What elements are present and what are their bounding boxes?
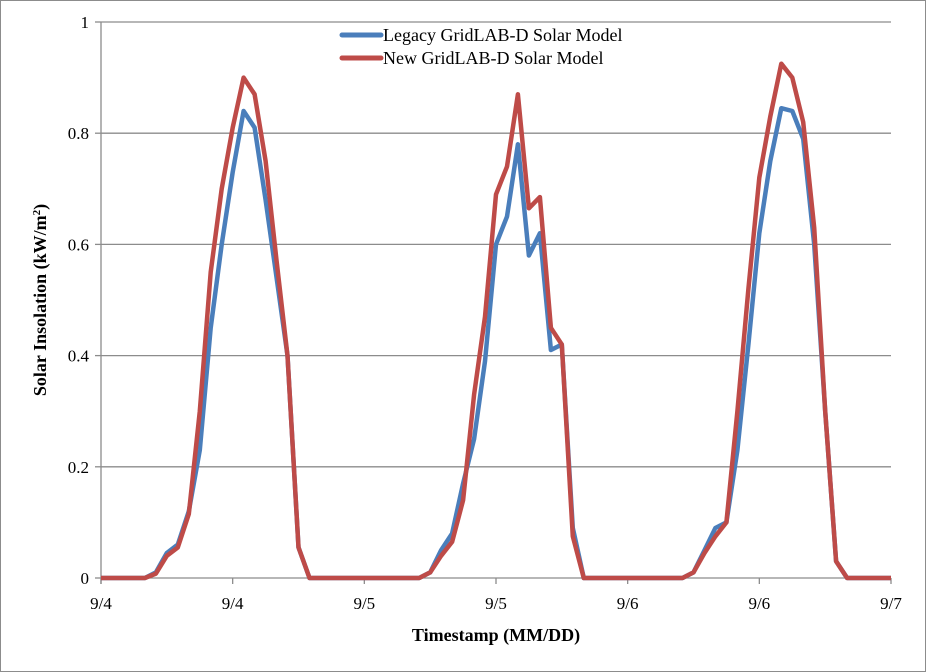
- legend-label-new: New GridLAB-D Solar Model: [383, 48, 603, 68]
- legend-item-legacy: Legacy GridLAB-D Solar Model: [339, 25, 622, 45]
- y-tick-label: 0.8: [68, 124, 89, 143]
- x-tick-label: 9/5: [353, 594, 375, 613]
- x-tick-label: 9/4: [222, 594, 244, 613]
- y-tick-label: 0.6: [68, 235, 89, 254]
- x-tick-label: 9/6: [617, 594, 639, 613]
- x-axis-title: Timestamp (MM/DD): [412, 625, 580, 646]
- data-series: [101, 61, 891, 581]
- y-tick-label: 0.2: [68, 458, 89, 477]
- y-tick-label: 1: [81, 13, 90, 32]
- y-tick-label: 0: [81, 569, 90, 588]
- legend: Legacy GridLAB-D Solar Model New GridLAB…: [339, 25, 622, 68]
- legend-label-legacy: Legacy GridLAB-D Solar Model: [383, 25, 622, 45]
- x-axis-ticks: 9/4 9/4 9/5 9/5 9/6 9/6 9/7: [90, 578, 902, 613]
- series-new-line: [101, 61, 891, 581]
- x-tick-label: 9/7: [880, 594, 902, 613]
- series-legacy-line: [101, 105, 891, 581]
- y-tick-label: 0.4: [68, 347, 90, 366]
- x-tick-label: 9/4: [90, 594, 112, 613]
- y-axis-title: Solar Insolation (kW/m2): [30, 204, 51, 396]
- gridlines: [101, 21, 891, 468]
- legend-item-new: New GridLAB-D Solar Model: [339, 48, 603, 68]
- x-tick-label: 9/5: [485, 594, 507, 613]
- y-axis-ticks: 0 0.2 0.4 0.6 0.8 1: [68, 13, 101, 588]
- x-tick-label: 9/6: [748, 594, 770, 613]
